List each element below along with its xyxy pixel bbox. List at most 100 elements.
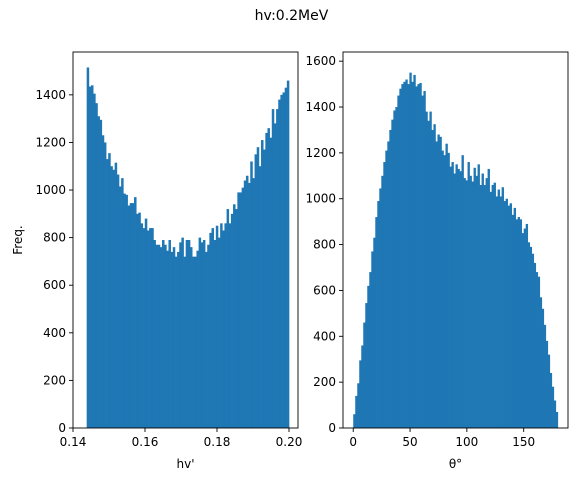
histogram-bar (196, 250, 199, 428)
left-histogram-panel: 0.14 0.16 0.18 0.20 0 200 400 600 800 1000 1200 140… (11, 51, 302, 471)
histogram-bar (403, 81, 406, 429)
histogram-bar (489, 191, 492, 428)
histogram-bar (245, 175, 249, 428)
histogram-bar (365, 303, 368, 428)
histogram-bar (213, 240, 217, 428)
histogram-bar (455, 164, 458, 428)
histogram-bar (155, 244, 159, 428)
histogram-bar (539, 297, 543, 428)
histogram-bar (545, 340, 549, 428)
histogram-bar (459, 171, 462, 428)
figure-title: hv:0.2MeV (254, 8, 329, 24)
histogram-bar (151, 228, 154, 428)
histogram-bar (531, 253, 535, 428)
histogram-bar (503, 201, 506, 428)
histogram-bar (224, 223, 227, 428)
histogram-bar (116, 174, 120, 428)
histogram-bar (475, 175, 478, 428)
y-tick-label: 600 (313, 283, 336, 297)
histogram-bar (491, 184, 494, 428)
histogram-bar (88, 86, 92, 428)
histogram-bar (359, 360, 362, 428)
histogram-bar (405, 79, 408, 428)
histogram-bar (457, 168, 460, 429)
histogram-bar (497, 189, 500, 428)
histogram-bar (467, 162, 470, 429)
histogram-bar (399, 88, 402, 429)
histogram-bar (207, 244, 210, 428)
histogram-bar (479, 184, 482, 428)
histogram-bar (397, 95, 400, 428)
histogram-bar (409, 72, 412, 428)
histogram-bar (95, 103, 98, 429)
histogram-bar (501, 187, 504, 428)
histogram-bar (200, 242, 204, 428)
histogram-bar (209, 232, 212, 428)
histogram-bar (138, 212, 141, 428)
y-tick-label: 1200 (35, 135, 66, 149)
axes-frame (72, 51, 299, 429)
histogram-bar (136, 213, 139, 428)
histogram-bar (529, 246, 533, 428)
histogram-bar (129, 203, 133, 428)
histogram-bar (451, 162, 454, 429)
histogram-bar (443, 155, 446, 429)
histogram-bar (162, 240, 165, 428)
histogram-bar (353, 414, 356, 428)
histogram-bar (243, 180, 247, 428)
histogram-bar (521, 233, 525, 428)
histogram-bar (235, 209, 238, 428)
y-tick-label: 200 (43, 373, 66, 387)
histogram-bar (461, 155, 464, 429)
histogram-bar (445, 143, 448, 428)
x-tick-label: 0.16 (132, 435, 159, 449)
histogram-bar (537, 276, 541, 428)
histogram-bar (393, 110, 396, 429)
histogram-bar (168, 240, 171, 428)
histogram-bar (233, 204, 236, 428)
histogram-bar (483, 184, 486, 428)
histogram-bar (515, 219, 519, 428)
y-tick-label: 0 (328, 421, 336, 435)
histogram-bar (230, 213, 234, 428)
histogram-bar (447, 152, 450, 428)
histogram-bar (189, 247, 193, 428)
histogram-bar (441, 150, 444, 428)
histogram-bar (140, 223, 143, 428)
histogram-bar (513, 207, 517, 428)
histogram-bar (423, 90, 426, 428)
histogram-bar (509, 203, 512, 428)
histogram-bar (187, 240, 191, 428)
histogram-bar (419, 82, 422, 428)
y-tick-label: 800 (313, 238, 336, 252)
x-tick-label: 50 (402, 435, 417, 449)
histogram-bar (170, 251, 174, 428)
y-tick-label: 400 (313, 329, 336, 343)
histogram-bar (439, 136, 442, 428)
x-tick-label: 100 (455, 435, 478, 449)
histogram-bar (177, 251, 180, 428)
histogram-bar (284, 87, 288, 429)
histogram-bar (381, 175, 384, 428)
histogram-bar (157, 244, 161, 428)
histogram-bar (273, 123, 277, 429)
histogram-bar (401, 84, 404, 428)
histogram-bar (363, 322, 366, 428)
histogram-bar (411, 81, 414, 429)
y-axis-label: Freq. (11, 225, 25, 255)
histogram-bar (511, 214, 515, 428)
histogram-bar (282, 92, 286, 429)
histogram-bar (379, 188, 382, 428)
histogram-bar (118, 186, 122, 428)
histogram-bar (159, 247, 163, 428)
histogram-bar (407, 84, 410, 428)
histogram-bar (248, 182, 251, 428)
histogram-bar (101, 135, 105, 428)
x-tick-label: 0.18 (204, 435, 231, 449)
histogram-bar (131, 203, 135, 428)
y-tick-label: 1000 (305, 192, 336, 206)
y-tick-label: 600 (43, 278, 66, 292)
histogram-bar (371, 251, 374, 428)
histogram-bar (228, 223, 232, 428)
histogram-bar (271, 109, 275, 428)
